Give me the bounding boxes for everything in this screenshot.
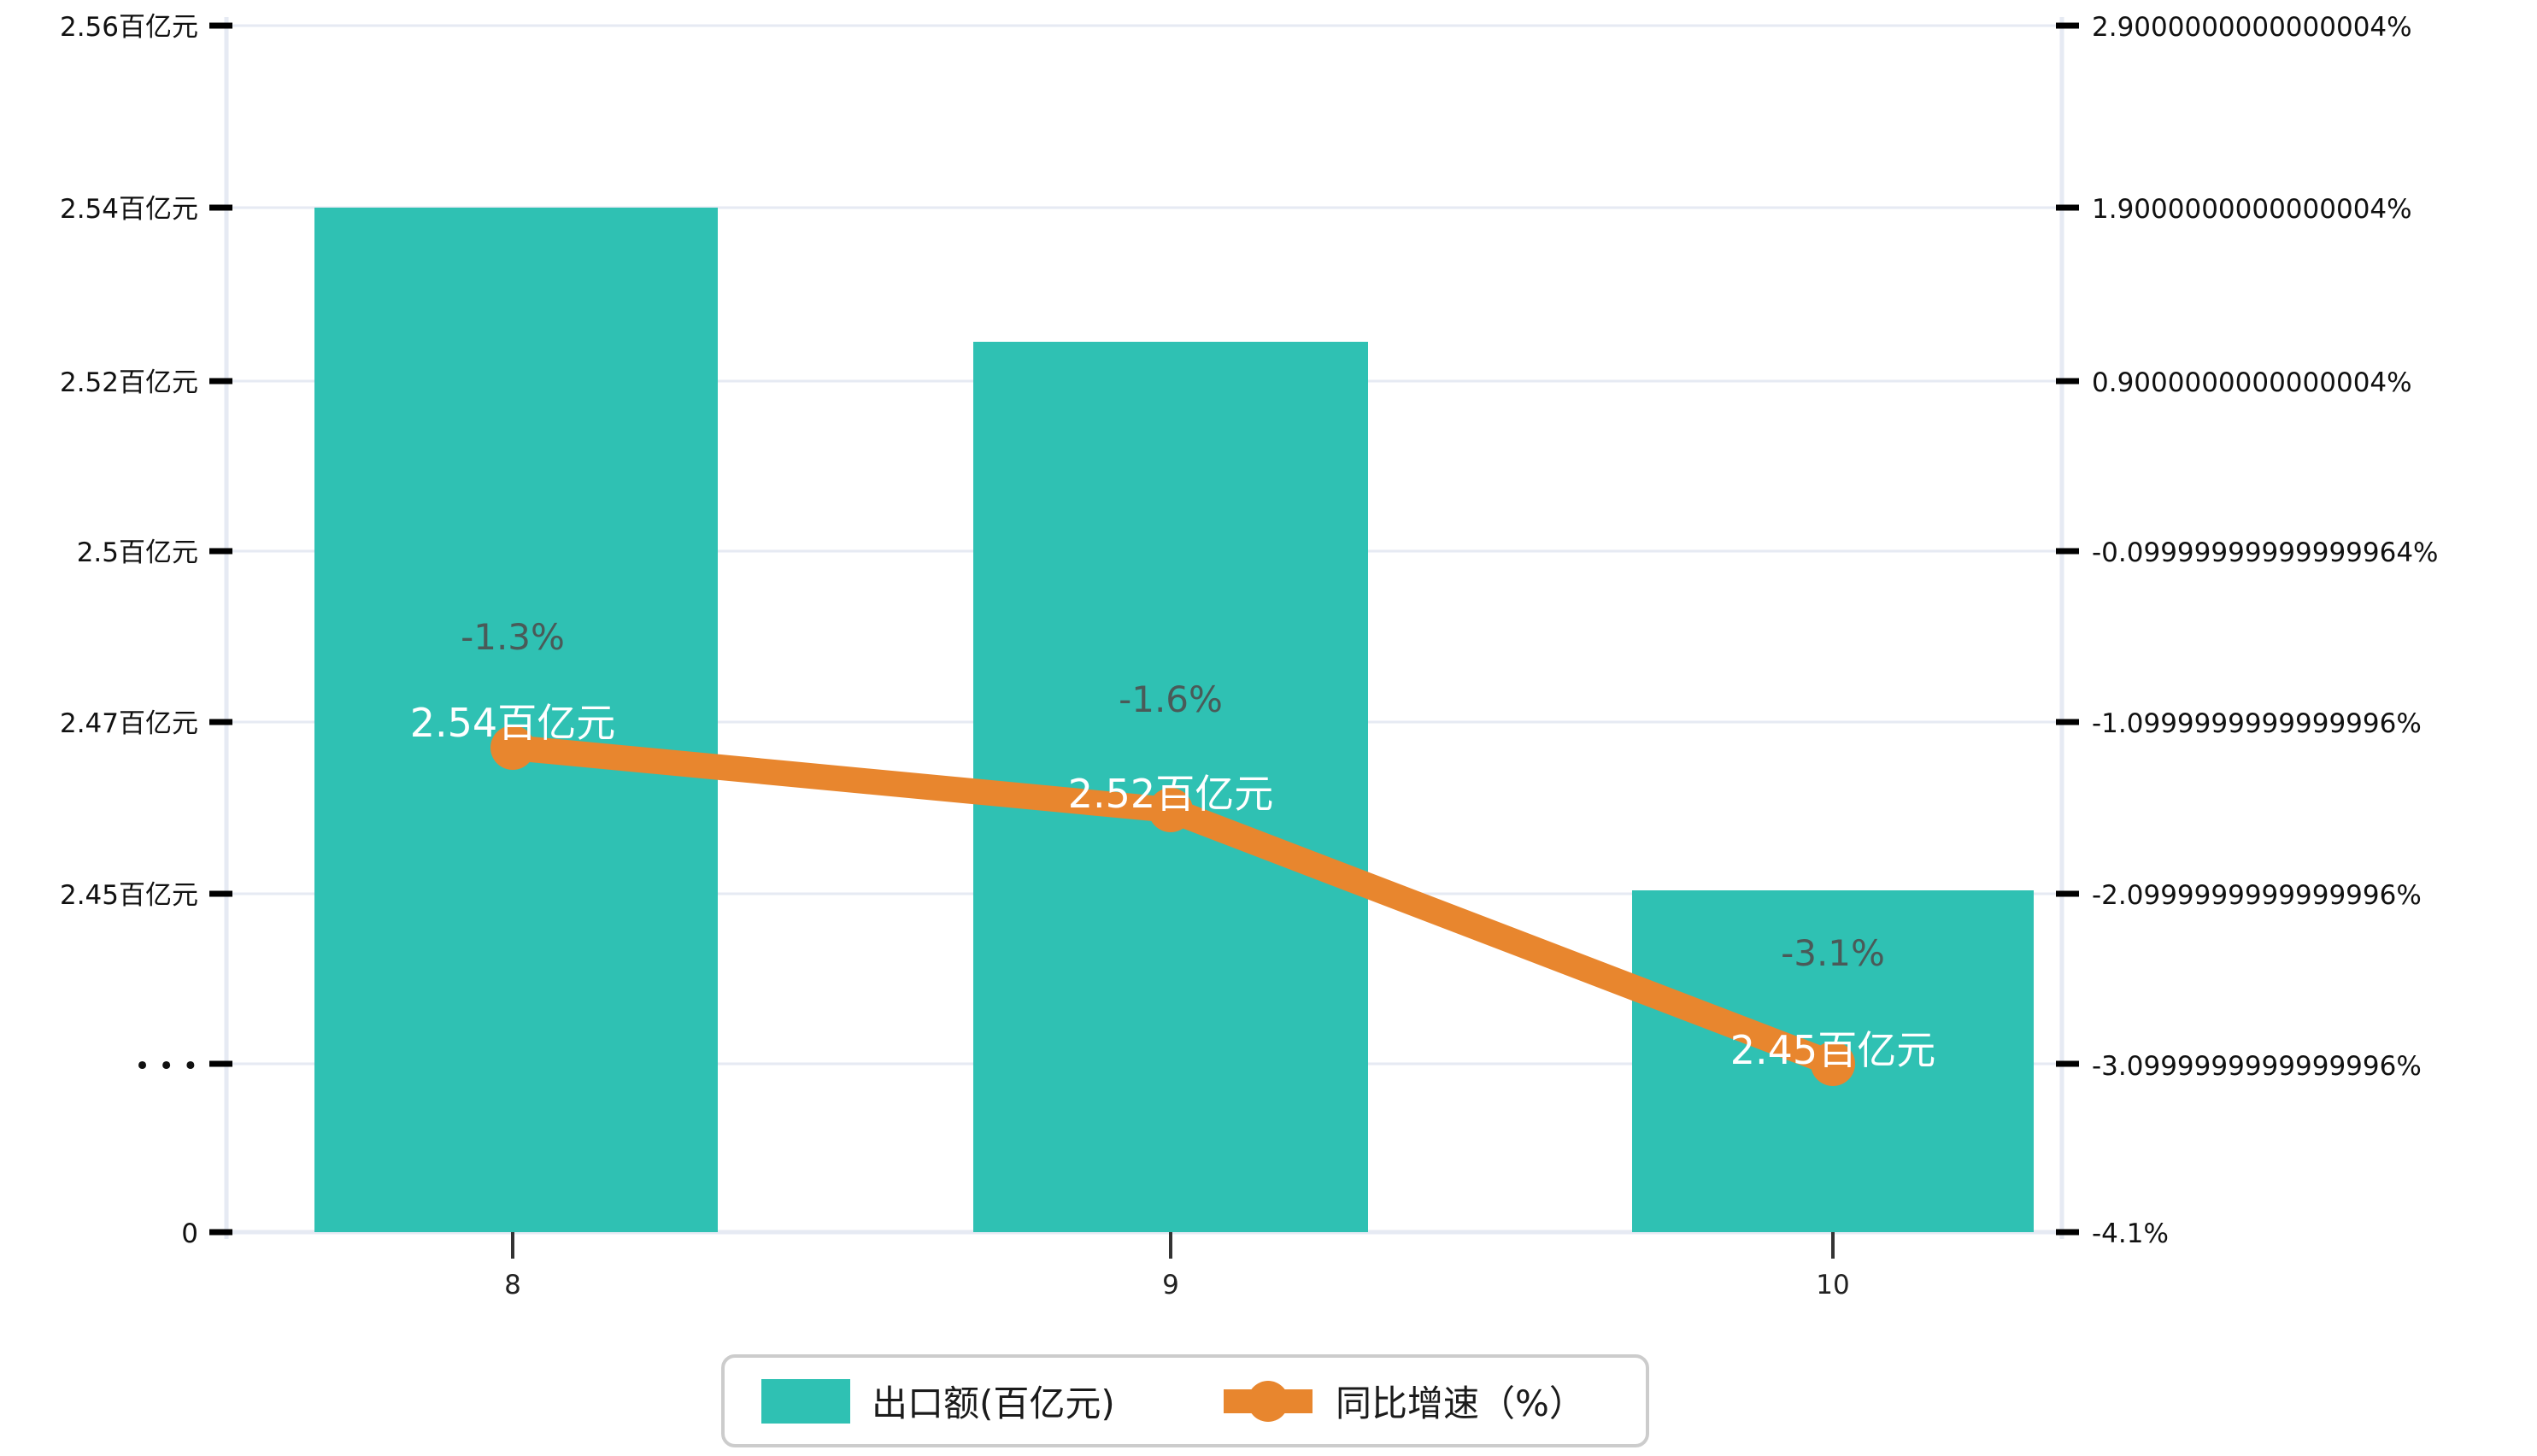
growth-label: -3.1% [1781,932,1885,974]
line-marker[interactable] [1811,1042,1855,1086]
legend-swatch-bar-icon [761,1379,850,1424]
legend-box [721,1354,1649,1447]
left-axis-labels: 2.56百亿元 2.54百亿元 2.52百亿元 2.5百亿元 2.47百亿元 2… [60,12,198,1249]
left-tick-label: 2.47百亿元 [60,708,198,739]
right-axis-labels: 2.9000000000000004% 1.9000000000000004% … [2092,12,2439,1249]
growth-label: -1.6% [1119,678,1223,720]
x-tick-label: 9 [1162,1270,1179,1300]
x-tick-label: 8 [504,1270,521,1300]
legend-marker-icon [1248,1381,1289,1422]
value-label: 2.45百亿元 [1730,1027,1935,1073]
bar[interactable] [314,208,718,1232]
left-tick-label: 2.52百亿元 [60,367,198,398]
right-tick-label: -1.0999999999999996% [2092,708,2422,739]
legend-item-label[interactable]: 同比增速（%） [1336,1383,1585,1424]
line-marker[interactable] [490,725,535,770]
right-tick-label: -4.1% [2092,1218,2169,1249]
right-tick-label: -3.0999999999999996% [2092,1051,2422,1082]
chart-legend: 出口额(百亿元) 同比增速（%） [721,1354,1649,1447]
left-tick-label: 2.56百亿元 [60,12,198,43]
right-tick-label: 0.9000000000000004% [2092,367,2412,398]
growth-data-labels: -1.3% -1.6% -3.1% [461,616,1885,974]
left-tick-label-ellipsis: • • • [134,1051,198,1082]
growth-label: -1.3% [461,616,565,658]
value-label: 2.54百亿元 [410,700,615,746]
left-tick-label: 0 [181,1218,198,1249]
right-tick-label: -0.09999999999999964% [2092,537,2439,568]
value-data-labels: 2.54百亿元 2.52百亿元 2.45百亿元 [410,700,1935,1073]
right-tick-label: 1.9000000000000004% [2092,194,2412,225]
left-tick-label: 2.45百亿元 [60,880,198,911]
legend-item-label[interactable]: 出口额(百亿元) [872,1383,1115,1424]
left-tick-label: 2.54百亿元 [60,194,198,225]
right-axis-ticks [2056,22,2079,1236]
x-axis: 8 9 10 [504,1232,1850,1300]
line-marker[interactable] [1148,788,1193,832]
line-series [490,725,1855,1086]
value-label: 2.52百亿元 [1068,771,1273,817]
right-tick-label: 2.9000000000000004% [2092,12,2412,43]
left-tick-label: 2.5百亿元 [77,537,198,568]
left-axis-ticks [209,22,232,1236]
x-tick-label: 10 [1816,1270,1849,1300]
right-tick-label: -2.0999999999999996% [2092,880,2422,911]
